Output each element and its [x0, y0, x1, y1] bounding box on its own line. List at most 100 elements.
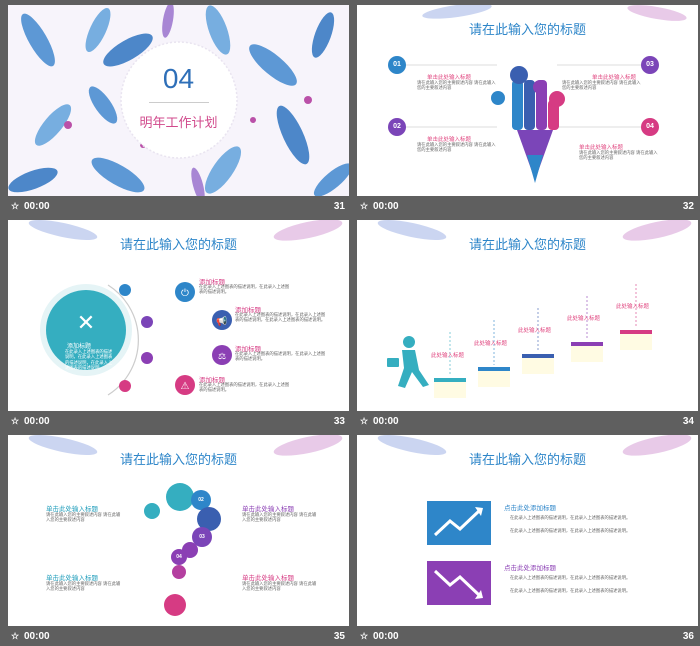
- block-bullet-2b: 在此录入上述图表的描述说明，在此录入上述图表的描述说明。: [510, 588, 631, 593]
- slide-33-title[interactable]: 请在此输入您的标题: [119, 237, 237, 252]
- section-divider: [149, 102, 209, 103]
- trend-up-tile: [427, 501, 491, 545]
- slide-32-title[interactable]: 请在此输入您的标题: [468, 22, 586, 37]
- slide-thumbnail-31[interactable]: 04 明年工作计划 ☆ 00:00 31: [8, 5, 349, 218]
- item-heading-1: 添加标题: [199, 279, 225, 286]
- slide-36-title[interactable]: 请在此输入您的标题: [468, 452, 586, 467]
- badge-04: 04: [176, 554, 182, 560]
- item-heading-01: 单击此处输入标题: [46, 506, 98, 513]
- item-heading-01: 单击此处输入标题: [427, 75, 472, 81]
- slide-timing: 00:00: [24, 631, 50, 642]
- item-heading-4: 添加标题: [199, 377, 225, 384]
- transition-star-icon[interactable]: ☆: [360, 416, 369, 426]
- svg-text:⏻: ⏻: [181, 288, 189, 299]
- slide-thumbnail-36[interactable]: 请在此输入您的标题 点击此处添加标题 在此录入上述图表的描述说明，在此录入上述图…: [357, 435, 698, 646]
- slide-36-info-bar: ☆ 00:00 36: [357, 626, 698, 646]
- item-text-04: 请在此输入您的主要叙述内容 请在此输入您的主要叙述内容: [242, 581, 317, 592]
- slide-34-title[interactable]: 请在此输入您的标题: [468, 237, 586, 252]
- item-text-1: 在此录入上述图表的描述说明，在此录入上述图表的描述说明。: [199, 284, 290, 295]
- item-text-4: 在此录入上述图表的描述说明，在此录入上述图表的描述说明。: [199, 382, 290, 393]
- transition-star-icon[interactable]: ☆: [360, 201, 369, 211]
- slide-33-graphics: ⏻ 📢 ⚖ ⚠ ✕: [28, 220, 343, 396]
- slide-thumbnail-33[interactable]: ⏻ 📢 ⚖ ⚠ ✕ 请在此输入您的标题 添加标题 在此录入上述图表的描述说明，在…: [8, 220, 349, 433]
- block-bullet-1a: 在此录入上述图表的描述说明，在此录入上述图表的描述说明。: [510, 515, 631, 520]
- slide-thumbnail-35[interactable]: 请在此输入您的标题 01 02 03 04 单击此处输入标题 请在此输入您的主要…: [8, 435, 349, 646]
- badge-04: 04: [641, 118, 659, 136]
- slide-timing: 00:00: [373, 201, 399, 212]
- slide-number: 34: [682, 416, 694, 427]
- svg-text:📢: 📢: [216, 315, 227, 327]
- step-label-5: 此处输入标题: [616, 304, 650, 310]
- item-text-03: 请在此输入您的主要叙述内容 请在此输入您的主要叙述内容: [242, 512, 317, 523]
- badge-03: 03: [641, 56, 659, 74]
- slide-thumbnail-34[interactable]: 请在此输入您的标题 此处输入标题 此处输入标题 此处输入标题 此处输入标题 此处…: [357, 220, 698, 433]
- block-heading-1: 点击此处添加标题: [504, 505, 556, 512]
- slide-35-title[interactable]: 请在此输入您的标题: [119, 452, 237, 467]
- slide-36-canvas: 请在此输入您的标题 点击此处添加标题 在此录入上述图表的描述说明，在此录入上述图…: [357, 435, 698, 626]
- item-heading-04: 单击此处输入标题: [242, 575, 294, 582]
- badge-02: 02: [388, 118, 406, 136]
- slide-34-info-bar: ☆ 00:00 34: [357, 411, 698, 433]
- slide-timing: 00:00: [373, 416, 399, 427]
- block-bullet-2a: 在此录入上述图表的描述说明，在此录入上述图表的描述说明。: [510, 575, 631, 580]
- center-text: 在此录入上述图表的描述说明，在此录入上述图表的描述说明，在此录入上述图表的描述说…: [65, 349, 113, 371]
- item-text-03: 请在此输入您的主要叙述内容 请在此输入您的主要叙述内容: [562, 80, 641, 91]
- item-text-2: 在此录入上述图表的描述说明，在此录入上述图表的描述说明，在此录入上述图表的描述说…: [235, 312, 326, 323]
- item-heading-2: 添加标题: [235, 307, 261, 314]
- step-label-1: 此处输入标题: [431, 353, 465, 359]
- slide-31-canvas: 04 明年工作计划: [8, 5, 349, 196]
- section-number: 04: [162, 63, 195, 94]
- badge-01: 01: [160, 494, 166, 500]
- slide-timing: 00:00: [24, 416, 50, 427]
- slide-34-canvas: 请在此输入您的标题 此处输入标题 此处输入标题 此处输入标题 此处输入标题 此处…: [357, 220, 698, 411]
- slide-36-graphics: [377, 435, 692, 605]
- slide-number: 31: [333, 201, 345, 212]
- item-heading-03: 单击此处输入标题: [242, 506, 294, 513]
- item-text-04: 请在此输入您的主要叙述内容 请在此输入您的主要叙述内容: [579, 150, 658, 161]
- slide-33-info-bar: ☆ 00:00 33: [8, 411, 349, 433]
- svg-text:✕: ✕: [77, 311, 95, 336]
- item-text-02: 请在此输入您的主要叙述内容 请在此输入您的主要叙述内容: [417, 142, 496, 153]
- item-heading-04: 单击此处输入标题: [579, 145, 624, 151]
- feather-pattern: [8, 5, 349, 196]
- badge-01: 01: [388, 56, 406, 74]
- slide-31-info-bar: ☆ 00:00 31: [8, 196, 349, 218]
- transition-star-icon[interactable]: ☆: [11, 631, 20, 641]
- item-text-01: 请在此输入您的主要叙述内容 请在此输入您的主要叙述内容: [417, 80, 496, 91]
- block-heading-2: 点击此处添加标题: [504, 565, 556, 572]
- step-label-2: 此处输入标题: [474, 341, 508, 347]
- transition-star-icon[interactable]: ☆: [360, 631, 369, 641]
- item-text-01: 请在此输入您的主要叙述内容 请在此输入您的主要叙述内容: [46, 512, 121, 523]
- badge-02: 02: [198, 497, 204, 503]
- svg-text:⚠: ⚠: [181, 381, 190, 392]
- slide-32-info-bar: ☆ 00:00 32: [357, 196, 698, 218]
- item-text-3: 在此录入上述图表的描述说明，在此录入上述图表的描述说明。: [235, 351, 326, 362]
- item-text-02: 请在此输入您的主要叙述内容 请在此输入您的主要叙述内容: [46, 581, 121, 592]
- item-heading-03: 单击此处输入标题: [592, 75, 637, 81]
- center-label: 添加标题: [67, 343, 92, 350]
- item-heading-02: 单击此处输入标题: [427, 137, 472, 143]
- badge-03: 03: [199, 534, 205, 540]
- block-bullet-1b: 在此录入上述图表的描述说明，在此录入上述图表的描述说明。: [510, 528, 631, 533]
- svg-text:⚖: ⚖: [218, 352, 226, 362]
- slide-number: 35: [333, 631, 345, 642]
- slide-thumbnail-32[interactable]: 请在此输入您的标题 01 02 03 04 单击此处输入标题 请在此输入您的主要…: [357, 5, 698, 218]
- slide-32-graphics: [405, 5, 687, 183]
- slide-timing: 00:00: [373, 631, 399, 642]
- section-subtitle: 明年工作计划: [139, 116, 218, 131]
- slide-35-graphics: [28, 435, 343, 616]
- slide-33-canvas: ⏻ 📢 ⚖ ⚠ ✕ 请在此输入您的标题 添加标题 在此录入上述图表的描述说明，在…: [8, 220, 349, 411]
- item-heading-02: 单击此处输入标题: [46, 575, 98, 582]
- slide-number: 32: [682, 201, 694, 212]
- slide-number: 33: [333, 416, 345, 427]
- slide-34-graphics: [377, 220, 692, 398]
- trend-down-tile: [427, 561, 491, 605]
- runner-icon: [387, 336, 429, 388]
- step-label-3: 此处输入标题: [518, 328, 552, 334]
- slide-number: 36: [682, 631, 694, 642]
- slide-timing: 00:00: [24, 201, 50, 212]
- transition-star-icon[interactable]: ☆: [11, 416, 20, 426]
- slide-35-info-bar: ☆ 00:00 35: [8, 626, 349, 646]
- transition-star-icon[interactable]: ☆: [11, 201, 20, 211]
